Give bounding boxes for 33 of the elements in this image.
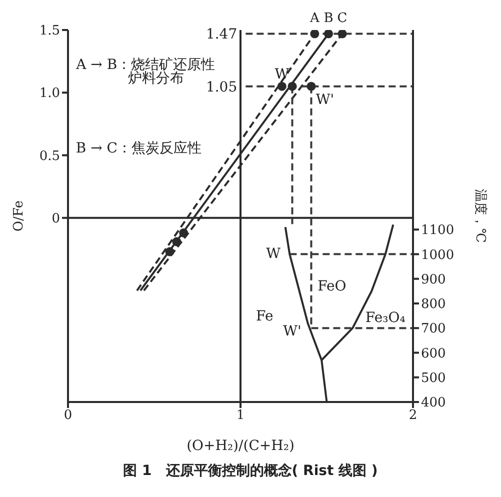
y2-tick-label: 1100 (421, 223, 454, 238)
annotation: FeO (318, 278, 346, 294)
annotation: Fe (256, 308, 274, 325)
series-label: A (308, 10, 320, 26)
series-label: C (337, 10, 348, 26)
y-tick-label: 1.0 (39, 86, 60, 102)
series-label: B (324, 10, 334, 26)
y2-tick-label: 700 (421, 322, 446, 337)
y-tick-label: 1.5 (39, 24, 60, 39)
annotation: 1.47 (206, 26, 238, 43)
y-axis-title: O/Fe (12, 200, 27, 232)
annotation: W' (316, 92, 334, 108)
y2-tick-label: 600 (421, 346, 446, 362)
y2-tick-label: 900 (421, 272, 446, 288)
y2-tick-label: 500 (421, 370, 446, 386)
annotation: B → C：焦炭反应性 (76, 140, 202, 157)
annotation: W (274, 66, 290, 82)
y2-tick-label: 400 (421, 396, 446, 411)
y2-tick-label: 800 (421, 297, 446, 312)
text: 图 1 还原平衡控制的概念( Rist 线图 ) (122, 462, 379, 480)
annotation: W (266, 246, 282, 262)
y-tick-label: 0 (52, 211, 60, 226)
y2-axis-title: 温度，℃ (472, 189, 488, 243)
annotation: 1.05 (206, 79, 238, 96)
y2-tick-label: 1000 (421, 248, 454, 263)
x-tick-label: 2 (408, 408, 418, 424)
x-tick-label: 1 (236, 408, 245, 424)
annotation: 炉料分布 (128, 70, 184, 87)
annotation: W' (283, 324, 302, 340)
x-tick-label: 0 (64, 408, 72, 424)
x-axis-title: (O+H₂)/(C+H₂) (186, 438, 294, 454)
annotation: Fe₃O₄ (365, 310, 406, 326)
y-tick-label: 0.5 (39, 148, 60, 164)
